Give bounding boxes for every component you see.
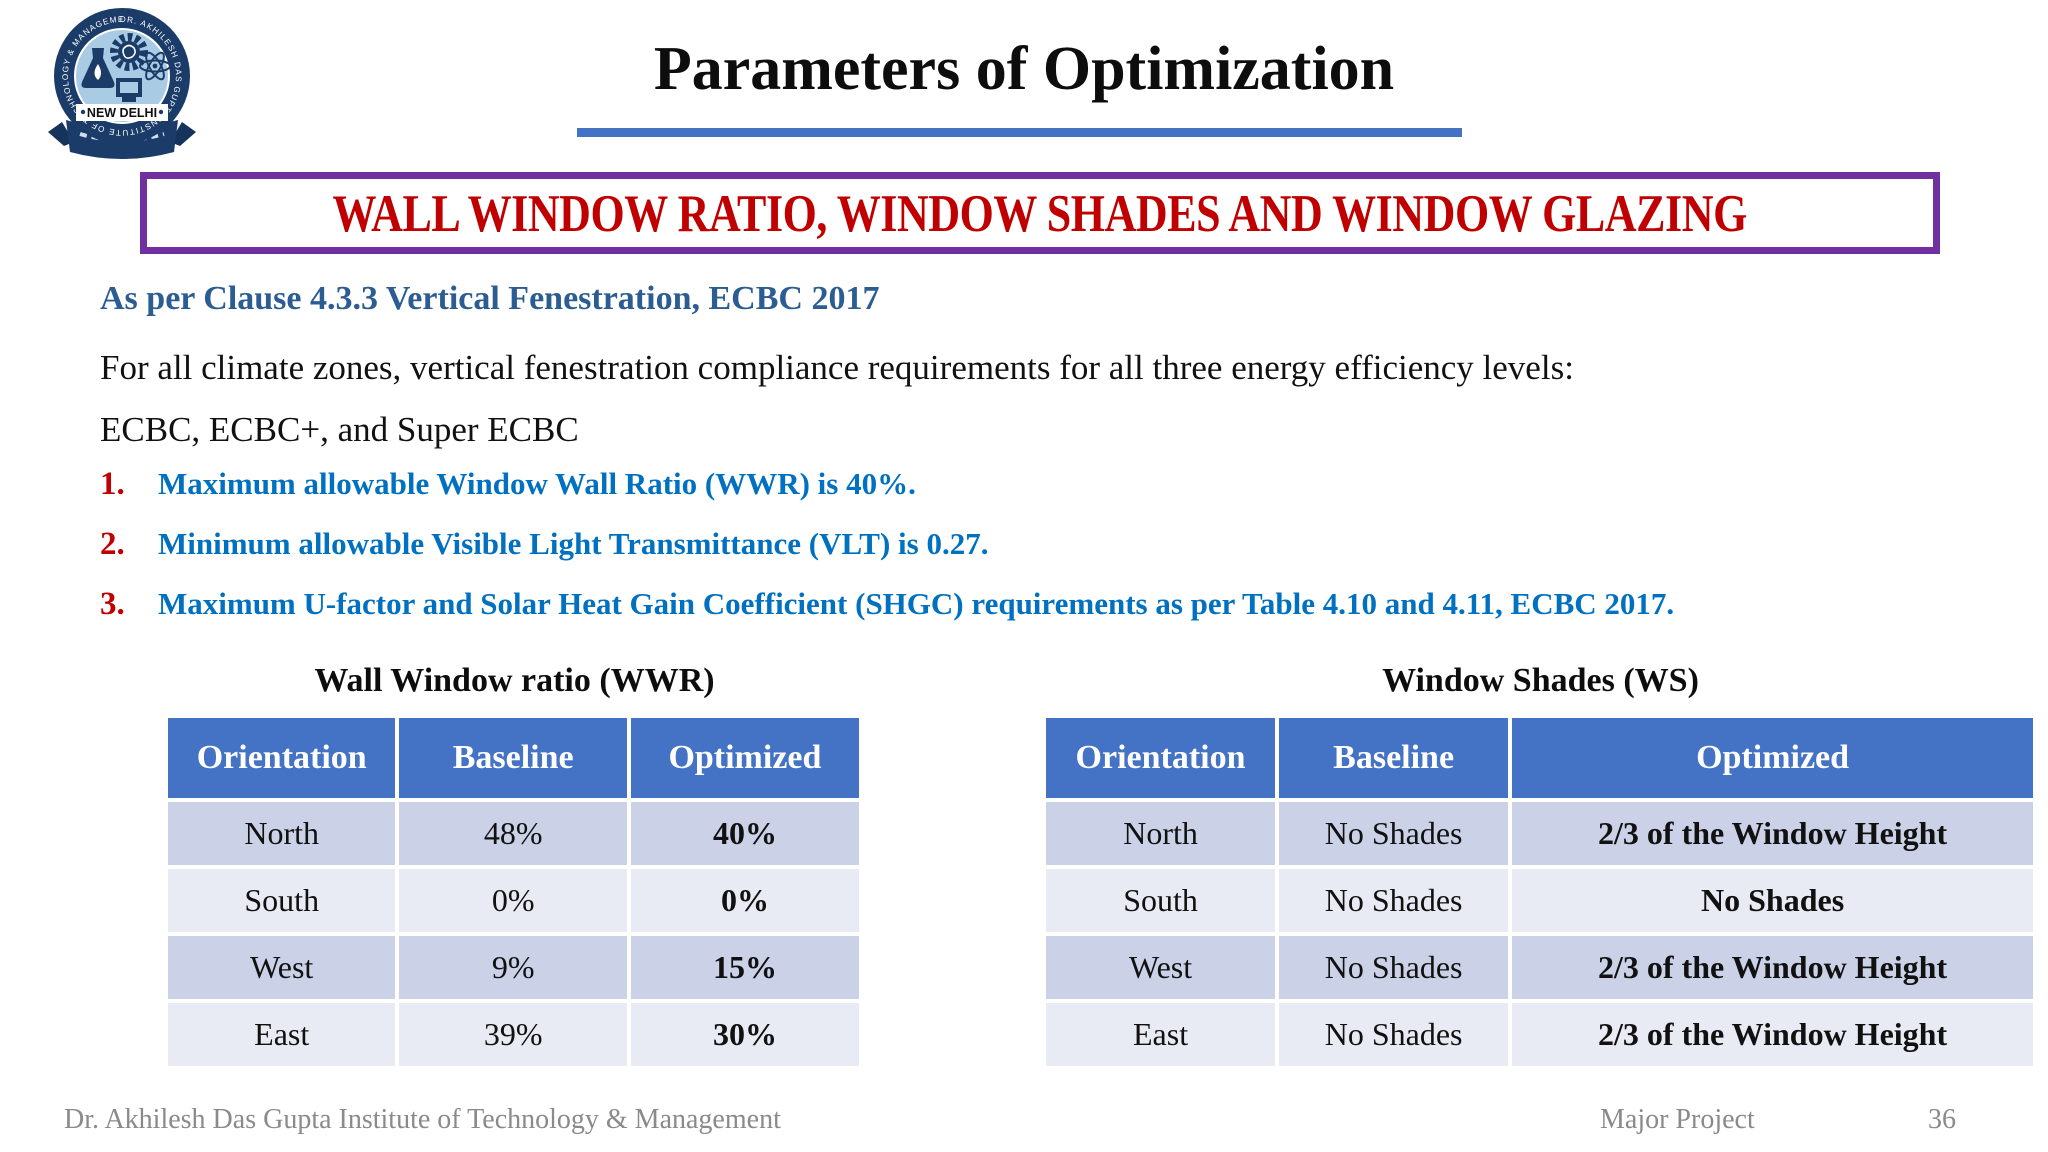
list-item-1: 1. Maximum allowable Window Wall Ratio (W… — [100, 466, 916, 503]
wwr-north-baseline: 48% — [399, 802, 627, 865]
ws-west-optimized: 2/3 of the Window Height — [1512, 936, 2033, 999]
wwr-header-optimized: Optimized — [630, 718, 859, 798]
ws-header-orientation: Orientation — [1046, 718, 1276, 798]
wwr-south-baseline: 0% — [399, 869, 627, 932]
list-number-3: 3. — [100, 586, 125, 622]
ws-west-baseline: No Shades — [1279, 936, 1509, 999]
wwr-south-optimized: 0% — [630, 869, 859, 932]
ws-west-orientation: West — [1046, 936, 1276, 999]
svg-text:NEW DELHI: NEW DELHI — [87, 106, 157, 120]
ws-north-orientation: North — [1046, 802, 1276, 865]
footer-project-label: Major Project — [1600, 1104, 1755, 1135]
list-item-3: 3. Maximum U-factor and Solar Heat Gain C… — [100, 586, 1674, 623]
list-text-2: Minimum allowable Visible Light Transmit… — [158, 526, 989, 561]
title-underline — [577, 128, 1462, 137]
table-row: South No Shades No Shades — [1046, 869, 2033, 932]
ws-table: Orientation Baseline Optimized North No … — [1042, 714, 2037, 1070]
wwr-east-orientation: East — [168, 1003, 396, 1066]
institute-logo: DR. AKHILESH DAS GUPTA INSTITUTE OF TECH… — [28, 0, 212, 166]
wwr-west-orientation: West — [168, 936, 396, 999]
table-row: West No Shades 2/3 of the Window Height — [1046, 936, 2033, 999]
table-row: North No Shades 2/3 of the Window Height — [1046, 802, 2033, 865]
list-number-2: 2. — [100, 526, 125, 562]
ws-south-optimized: No Shades — [1512, 869, 2033, 932]
footer-institute-name: Dr. Akhilesh Das Gupta Institute of Tech… — [64, 1104, 781, 1135]
institute-logo-graphic: DR. AKHILESH DAS GUPTA INSTITUTE OF TECH… — [28, 0, 196, 159]
ws-north-optimized: 2/3 of the Window Height — [1512, 802, 2033, 865]
ws-east-optimized: 2/3 of the Window Height — [1512, 1003, 2033, 1066]
table-row: East 39% 30% — [168, 1003, 859, 1066]
wwr-west-baseline: 9% — [399, 936, 627, 999]
ws-header-baseline: Baseline — [1279, 718, 1509, 798]
table-row: North 48% 40% — [168, 802, 859, 865]
clause-heading: As per Clause 4.3.3 Vertical Fenestratio… — [100, 280, 880, 317]
wwr-table-title: Wall Window ratio (WWR) — [314, 662, 715, 699]
gear-icon — [110, 33, 148, 71]
ws-south-baseline: No Shades — [1279, 869, 1509, 932]
ws-east-baseline: No Shades — [1279, 1003, 1509, 1066]
wwr-west-optimized: 15% — [630, 936, 859, 999]
logo-city-band: NEW DELHI — [76, 104, 168, 121]
list-text-3: Maximum U-factor and Solar Heat Gain Coe… — [158, 586, 1675, 621]
ws-east-orientation: East — [1046, 1003, 1276, 1066]
atom-icon — [139, 51, 171, 81]
table-row: East No Shades 2/3 of the Window Height — [1046, 1003, 2033, 1066]
ws-table-title: Window Shades (WS) — [1382, 662, 1699, 699]
ws-header-row: Orientation Baseline Optimized — [1046, 718, 2033, 798]
list-item-2: 2. Minimum allowable Visible Light Transm… — [100, 526, 988, 563]
wwr-south-orientation: South — [168, 869, 396, 932]
wwr-north-orientation: North — [168, 802, 396, 865]
section-banner: WALL WINDOW RATIO, WINDOW SHADES AND WIN… — [140, 172, 1940, 254]
wwr-header-baseline: Baseline — [399, 718, 627, 798]
body-line-2: ECBC, ECBC+, and Super ECBC — [100, 410, 579, 449]
monitor-icon — [116, 78, 142, 102]
ws-south-orientation: South — [1046, 869, 1276, 932]
wwr-east-baseline: 39% — [399, 1003, 627, 1066]
ws-header-optimized: Optimized — [1512, 718, 2033, 798]
wwr-header-row: Orientation Baseline Optimized — [168, 718, 859, 798]
section-banner-text: WALL WINDOW RATIO, WINDOW SHADES AND WIN… — [332, 183, 1748, 243]
list-number-1: 1. — [100, 466, 125, 502]
table-row: West 9% 15% — [168, 936, 859, 999]
ws-north-baseline: No Shades — [1279, 802, 1509, 865]
list-text-1: Maximum allowable Window Wall Ratio (WWR… — [158, 466, 916, 501]
page-title: Parameters of Optimization — [653, 35, 1395, 103]
wwr-table: Orientation Baseline Optimized North 48%… — [164, 714, 863, 1070]
wwr-header-orientation: Orientation — [168, 718, 396, 798]
flask-icon — [81, 48, 115, 88]
table-row: South 0% 0% — [168, 869, 859, 932]
wwr-north-optimized: 40% — [630, 802, 859, 865]
footer-page-number: 36 — [1928, 1104, 1956, 1135]
wwr-east-optimized: 30% — [630, 1003, 859, 1066]
body-line-1: For all climate zones, vertical fenestra… — [100, 348, 1574, 387]
